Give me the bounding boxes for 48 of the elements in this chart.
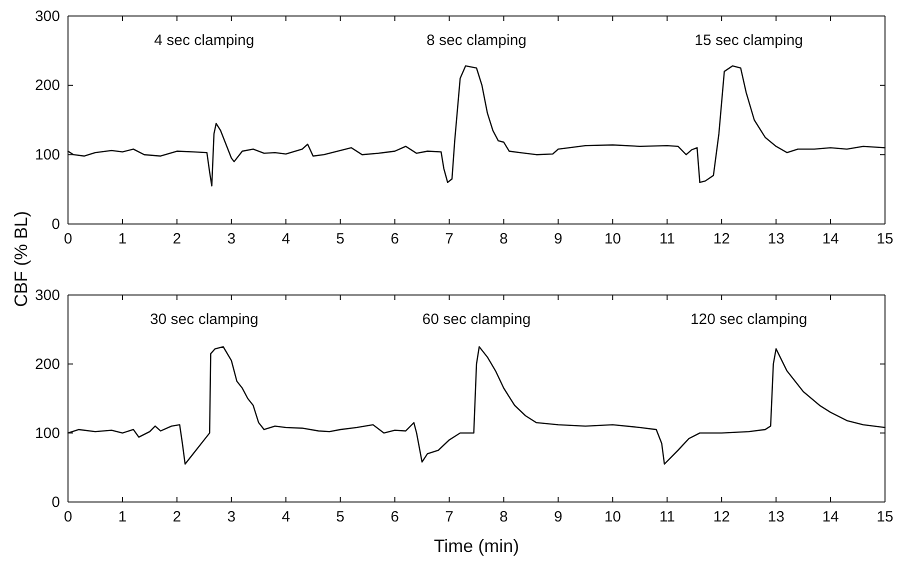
- x-tick-label: 3: [227, 508, 236, 526]
- x-tick-label: 2: [172, 230, 182, 248]
- x-tick-label: 2: [172, 508, 182, 526]
- annotation: 120 sec clamping: [690, 310, 808, 328]
- annotation: 60 sec clamping: [422, 310, 531, 328]
- x-tick-label: 9: [554, 230, 562, 248]
- x-axis-title: Time (min): [434, 536, 520, 556]
- x-tick-label: 6: [390, 230, 399, 248]
- x-tick-label: 3: [227, 230, 236, 248]
- y-tick-label: 100: [34, 424, 60, 442]
- y-tick-label: 200: [34, 77, 60, 94]
- x-tick-label: 15: [876, 230, 894, 248]
- x-tick-label: 13: [768, 508, 784, 526]
- y-tick-label: 0: [52, 494, 60, 511]
- y-tick-label: 0: [52, 216, 60, 233]
- x-tick-label: 14: [822, 508, 839, 526]
- x-tick-label: 8: [500, 508, 508, 526]
- x-tick-label: 5: [336, 508, 345, 526]
- x-tick-label: 1: [118, 230, 127, 248]
- x-tick-label: 4: [282, 230, 290, 248]
- x-tick-label: 6: [390, 508, 399, 526]
- x-tick-label: 10: [604, 230, 622, 248]
- annotation: 4 sec clamping: [154, 32, 254, 49]
- y-tick-label: 300: [34, 8, 60, 25]
- x-tick-label: 15: [876, 508, 894, 526]
- x-tick-label: 5: [336, 230, 345, 248]
- y-tick-label: 200: [34, 356, 60, 373]
- x-tick-label: 12: [713, 508, 730, 526]
- annotation: 8 sec clamping: [426, 32, 527, 49]
- x-tick-label: 0: [64, 508, 72, 526]
- x-tick-label: 13: [768, 230, 784, 248]
- x-tick-label: 10: [604, 508, 622, 526]
- x-tick-label: 8: [500, 230, 508, 248]
- y-tick-label: 100: [34, 146, 60, 164]
- y-tick-label: 300: [34, 286, 60, 304]
- x-tick-label: 11: [659, 508, 675, 526]
- x-tick-label: 14: [822, 230, 839, 248]
- annotation: 15 sec clamping: [694, 32, 804, 49]
- x-tick-label: 7: [445, 230, 454, 248]
- x-tick-label: 7: [445, 508, 454, 526]
- annotation: 30 sec clamping: [150, 310, 258, 328]
- x-tick-label: 4: [282, 508, 290, 526]
- x-tick-label: 11: [659, 230, 675, 248]
- x-tick-label: 0: [64, 230, 72, 248]
- y-axis-title: CBF (% BL): [10, 210, 31, 308]
- x-tick-label: 1: [118, 508, 127, 526]
- x-tick-label: 12: [713, 230, 730, 248]
- x-tick-label: 9: [554, 508, 562, 526]
